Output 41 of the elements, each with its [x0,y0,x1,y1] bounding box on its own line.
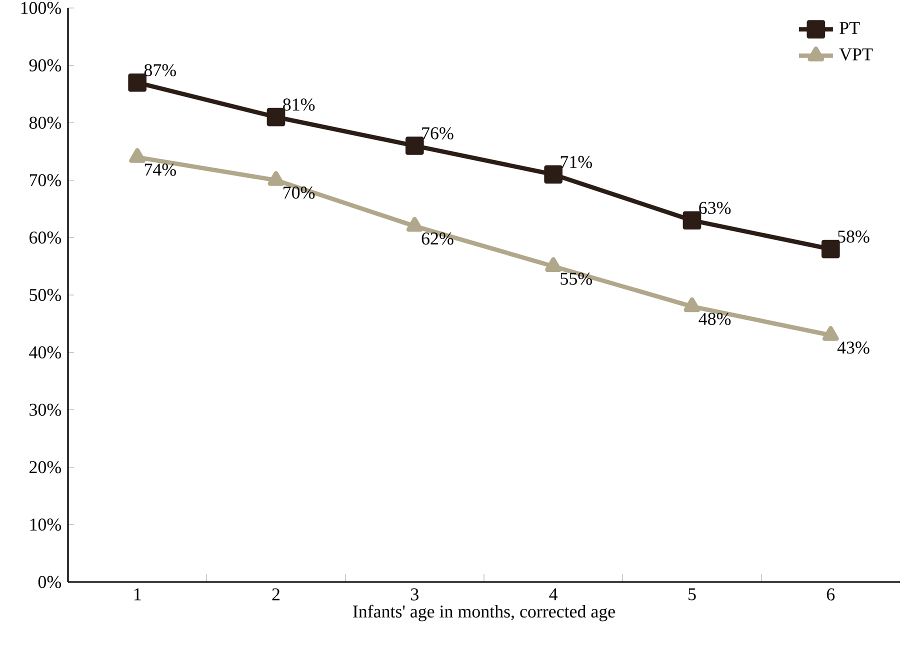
point [129,148,146,163]
data-label: 58% [838,230,870,243]
y-tick-label: 80% [29,116,62,129]
data-label: 81% [283,98,315,111]
point [406,136,424,155]
data-label: 76% [422,127,454,140]
x-tick-label: 4 [549,588,558,600]
y-tick-label: 40% [29,346,62,358]
data-label: 55% [560,272,592,285]
data-label: 87% [144,64,176,76]
point [684,297,700,312]
data-label: 71% [560,156,592,168]
y-tick-label: 60% [30,232,62,244]
x-tick-label: 1 [134,588,141,600]
point [545,257,562,272]
point [822,326,839,341]
x-tick-label: 2 [272,588,280,600]
data-label: 70% [284,186,315,199]
data-label: 63% [699,202,731,214]
y-tick-label: 100% [21,2,62,14]
y-tick-label: 20% [30,461,62,474]
x-axis-title: Infants' age in months, corrected age [353,604,615,622]
point [268,171,284,186]
x-tick-label: 6 [826,588,835,600]
y-tick-label: 50% [30,288,62,302]
data-label: 62% [422,232,454,245]
data-label: 43% [837,342,870,354]
x-tick-label: 3 [411,588,418,600]
point [544,165,562,184]
y-tick-label: 30% [30,404,62,416]
y-tick-label: 10% [30,518,62,531]
y-tick-label: 90% [29,59,62,72]
point [406,216,423,232]
y-tick-label: 0% [38,576,62,588]
x-tick-label: 5 [688,588,696,600]
data-label: 74% [144,164,176,176]
legend-label: VPT [839,48,873,61]
legend-label: PT [840,22,860,34]
data-label: 48% [698,312,731,326]
y-tick-label: 70% [30,174,62,186]
point [821,240,840,258]
